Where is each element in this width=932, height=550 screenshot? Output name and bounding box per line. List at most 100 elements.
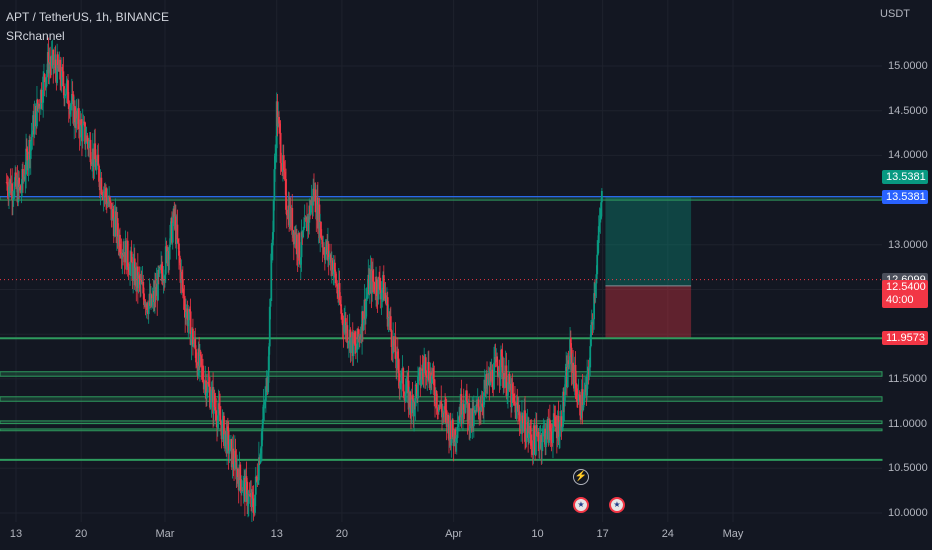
- candle-body: [554, 416, 557, 426]
- indicator-label[interactable]: SRchannel: [6, 29, 65, 43]
- candle-body: [432, 368, 435, 379]
- candle-body: [208, 384, 211, 387]
- candle-body: [183, 296, 186, 309]
- candle-body: [240, 480, 242, 494]
- candle-body: [187, 320, 190, 327]
- candle-body: [472, 410, 475, 427]
- candle-body: [481, 403, 484, 407]
- candle-body: [137, 275, 140, 288]
- candle-body: [527, 421, 530, 438]
- lightning-icon[interactable]: ⚡: [573, 469, 589, 485]
- candle-body: [332, 269, 335, 274]
- position-zones[interactable]: [605, 196, 692, 339]
- candle-body: [491, 369, 494, 388]
- candle-body: [335, 283, 338, 285]
- candle-body: [216, 415, 219, 428]
- candle-body: [548, 419, 550, 443]
- candle-body: [272, 200, 275, 233]
- candle-body: [455, 438, 457, 442]
- time-tick-label: May: [722, 528, 744, 540]
- candle-body: [365, 301, 367, 319]
- candle-body: [17, 177, 20, 203]
- candle-body: [285, 179, 287, 210]
- time-tick-label: 20: [335, 528, 349, 540]
- candle-body: [12, 196, 15, 199]
- candle-body: [237, 469, 239, 478]
- candle-body: [91, 164, 93, 166]
- candle-body: [514, 402, 516, 404]
- candle-body: [426, 377, 429, 379]
- candle-body: [560, 416, 563, 431]
- candle-body: [40, 89, 43, 103]
- candle-body: [550, 431, 553, 440]
- candle-body: [331, 260, 334, 274]
- candle-body: [594, 283, 597, 296]
- candle-body: [545, 423, 548, 440]
- candle-body: [146, 303, 149, 311]
- candle-body: [188, 309, 190, 321]
- candle-body: [88, 141, 90, 148]
- candle-body: [450, 439, 453, 446]
- axis-unit-label[interactable]: USDT: [880, 8, 910, 20]
- candle-body: [427, 361, 430, 381]
- candle-body: [119, 234, 121, 253]
- candle-body: [462, 404, 465, 410]
- candle-body: [508, 373, 511, 390]
- candle-body: [529, 425, 532, 435]
- candle-body: [469, 425, 471, 431]
- symbol-title[interactable]: APT / TetherUS, 1h, BINANCE: [6, 10, 169, 24]
- candle-body: [599, 218, 602, 223]
- candle-body: [46, 69, 48, 78]
- sr-channel-line: [0, 371, 883, 377]
- us-flag-icon[interactable]: ★: [573, 497, 589, 513]
- candle-body: [389, 316, 392, 331]
- candle-body: [63, 86, 66, 99]
- target-price-tag: 13.5381: [882, 169, 928, 184]
- candle-body: [357, 328, 360, 340]
- candle-body: [549, 430, 552, 432]
- candle-body: [177, 239, 180, 244]
- candle-body: [373, 282, 376, 291]
- candle-body: [83, 121, 86, 123]
- candle-body: [203, 383, 206, 390]
- candlestick-series: [5, 37, 603, 522]
- candle-body: [121, 253, 124, 259]
- price-tick-label: 11.0000: [888, 417, 927, 430]
- candle-body: [113, 217, 116, 237]
- candle-body: [105, 188, 107, 198]
- candle-body: [199, 351, 202, 356]
- candle-body: [257, 457, 260, 481]
- candle-body: [524, 441, 527, 443]
- candle-body: [365, 296, 368, 302]
- candle-body: [461, 414, 464, 418]
- candle-body: [252, 498, 255, 513]
- candle-body: [185, 311, 187, 318]
- candle-body: [577, 394, 580, 402]
- candle-body: [507, 382, 509, 396]
- candle-body: [65, 83, 68, 95]
- candle-body: [557, 415, 560, 441]
- support-resistance-lines[interactable]: [0, 196, 883, 461]
- candle-body: [36, 99, 38, 127]
- candle-body: [213, 393, 216, 408]
- candle-body: [456, 426, 459, 438]
- candle-body: [368, 274, 371, 295]
- candle-body: [334, 262, 336, 272]
- candle-body: [296, 234, 298, 254]
- candle-body: [394, 336, 397, 359]
- candle-body: [387, 316, 390, 327]
- candle-body: [569, 337, 571, 365]
- candle-body: [464, 400, 467, 413]
- candle-body: [414, 384, 417, 407]
- candle-body: [278, 123, 281, 133]
- candle-body: [575, 383, 578, 399]
- candle-body: [116, 218, 119, 237]
- candle-body: [259, 453, 262, 464]
- us-flag-icon[interactable]: ★: [609, 497, 625, 513]
- candle-body: [323, 247, 325, 255]
- candle-body: [178, 255, 181, 263]
- candle-body: [62, 71, 65, 87]
- candle-body: [158, 266, 161, 274]
- candle-body: [513, 394, 516, 403]
